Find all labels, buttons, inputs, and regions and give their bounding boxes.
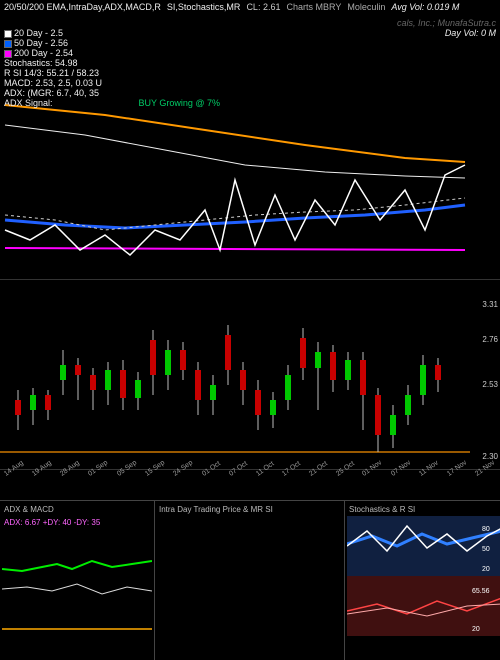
price-label: 2.76 [482,335,498,344]
intraday-panel[interactable]: Intra Day Trading Price & MR SI [155,501,345,660]
date-axis: 14 Aug19 Aug28 Aug01 Sep05 Sep15 Sep24 S… [0,470,500,500]
avg-vol: Avg Vol: 0.019 M [391,2,459,12]
price-label: 2.53 [482,380,498,389]
stoch-rsi-panel[interactable]: Stochastics & R SI 80 50 20 65.56 20 [345,501,500,660]
bottom-indicator-row: ADX & MACD ADX: 6.67 +DY: 40 -DY: 35 Int… [0,500,500,660]
buy-signal: BUY Growing @ 7% [139,98,221,108]
intraday-title: Intra Day Trading Price & MR SI [157,503,342,516]
legend-stoch: Stochastics: 54.98 [4,58,496,68]
company-hint: Moleculin [347,2,385,12]
ticker-hint: Charts MBRY [286,2,341,12]
adx-info: ADX: 6.67 +DY: 40 -DY: 35 [2,516,152,529]
svg-text:20: 20 [472,626,480,633]
adx-title: ADX & MACD [2,503,152,516]
legend-ema50: 50 Day - 2.56 [4,38,496,48]
legend-rsi: R SI 14/3: 55.21 / 58.23 [4,68,496,78]
adx-macd-panel[interactable]: ADX & MACD ADX: 6.67 +DY: 40 -DY: 35 [0,501,155,660]
brand-text: cals, Inc.; MunafaSutra.c [397,18,496,28]
day-vol: Day Vol: 0 M [445,28,496,38]
svg-text:50: 50 [482,546,490,553]
title-mid: SI,Stochastics,MR [167,2,241,12]
legend-adx-signal: ADX Signal: [4,98,53,108]
price-label: 3.31 [482,300,498,309]
candlestick-panel[interactable]: 3.312.762.532.30 [0,280,500,470]
stoch-rsi-title: Stochastics & R SI [347,503,498,516]
legend-macd: MACD: 2.53, 2.5, 0.03 U [4,78,496,88]
chart-header: 20/50/200 EMA,IntraDay,ADX,MACD,R SI,Sto… [0,0,500,110]
cl-value: CL: 2.61 [246,2,280,12]
legend-adx: ADX: (MGR: 6.7, 40, 35 [4,88,99,98]
svg-text:65.56: 65.56 [472,588,490,595]
legend-ema200: 200 Day - 2.54 [4,48,496,58]
title-indicators: 20/50/200 EMA,IntraDay,ADX,MACD,R [4,2,161,12]
svg-text:20: 20 [482,566,490,573]
svg-text:80: 80 [482,526,490,533]
